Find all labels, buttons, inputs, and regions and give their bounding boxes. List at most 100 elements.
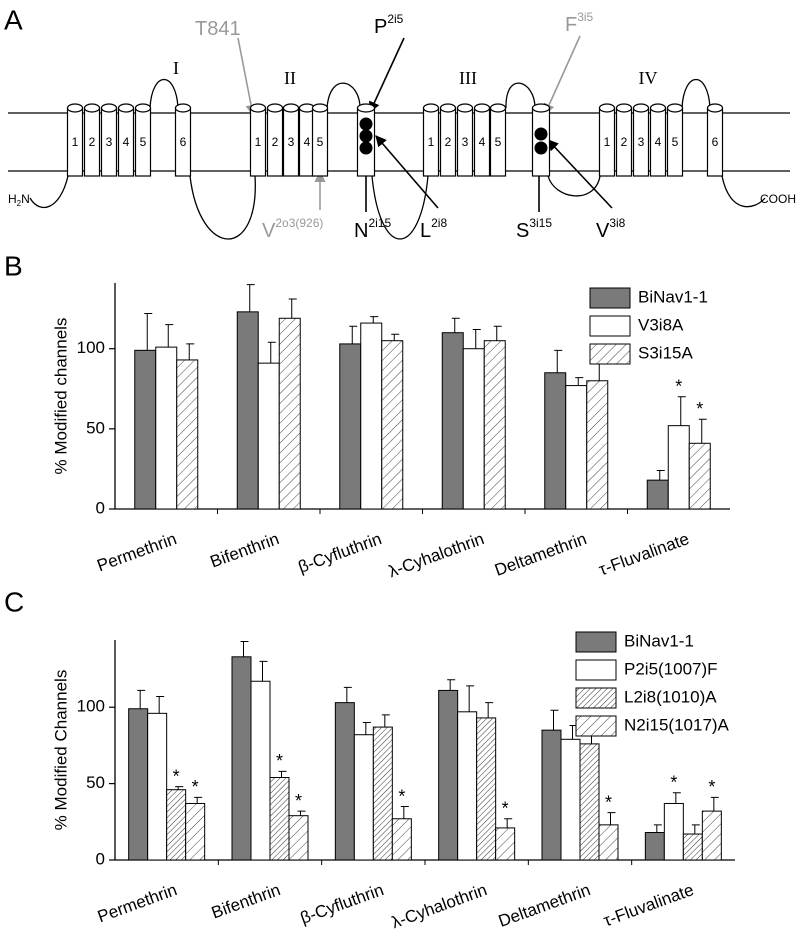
error-bar <box>381 714 390 728</box>
segment-top <box>282 103 300 113</box>
error-bar <box>691 824 700 835</box>
domain-label: I <box>173 58 179 78</box>
bar <box>353 734 374 861</box>
segment-top <box>249 103 267 113</box>
bar <box>269 777 290 861</box>
bar <box>231 656 252 861</box>
error-bar <box>466 685 475 712</box>
significance: * <box>670 773 677 793</box>
segment-top <box>134 103 152 113</box>
segment <box>649 103 667 177</box>
panel-label: A <box>4 4 23 35</box>
legend-label: BiNav1-1 <box>638 287 708 306</box>
residue-sup: 3i8 <box>609 216 625 230</box>
segment <box>666 103 684 177</box>
segment <box>615 103 633 177</box>
bar <box>250 680 271 861</box>
bar <box>495 827 516 861</box>
segment-top <box>666 103 684 113</box>
segment-label: 1 <box>604 135 611 149</box>
error-bar <box>186 343 195 360</box>
legend-label: BiNav1-1 <box>624 631 694 650</box>
x-tick-label: Permethrin <box>95 529 180 575</box>
segment-label: 3 <box>288 135 295 149</box>
residue-sup: 2i8 <box>431 216 447 230</box>
error-bar <box>607 812 616 825</box>
chart: 0 50 100 % Modified channels Permethrin Bifen… <box>51 283 730 581</box>
x-tick-label: τ-Fluvalinate <box>596 529 691 579</box>
residue-base: V <box>262 220 276 242</box>
significance: * <box>708 777 715 797</box>
residue-sup: 2i15 <box>368 216 391 230</box>
error-bar <box>144 312 153 351</box>
panel-label: C <box>4 586 24 617</box>
residue-sup: 2o3(926) <box>275 216 323 230</box>
segment-top <box>117 103 135 113</box>
residue-base: F <box>565 14 577 36</box>
bar <box>646 479 669 510</box>
significance: * <box>605 792 612 812</box>
segment <box>632 103 650 177</box>
residue-label: F3i5 <box>565 10 594 36</box>
error-bar <box>656 470 665 481</box>
bar <box>579 743 600 861</box>
segment-label: 4 <box>479 135 486 149</box>
error-bar <box>194 796 203 804</box>
bar <box>147 712 168 861</box>
segment <box>473 103 491 177</box>
y-tick-label: 100 <box>77 697 105 716</box>
segment-label: 3 <box>638 135 645 149</box>
legend-label: N2i15(1017)A <box>624 715 730 734</box>
bar <box>586 380 609 510</box>
bar <box>544 372 567 510</box>
segment <box>83 103 101 177</box>
segment-top <box>66 103 84 113</box>
error-bar <box>137 689 146 709</box>
significance: * <box>398 786 405 806</box>
residue-sup: 3i5 <box>577 10 593 24</box>
residue-dot <box>359 129 373 143</box>
error-bar <box>259 660 268 682</box>
legend-swatch <box>589 287 631 309</box>
segment-label: 4 <box>655 135 662 149</box>
residue-dot <box>534 127 548 141</box>
error-bar <box>698 418 707 444</box>
segment-top <box>439 103 457 113</box>
error-bar <box>362 722 371 735</box>
segment-top <box>266 103 284 113</box>
segment-label: 3 <box>462 135 469 149</box>
significance: * <box>696 399 703 419</box>
segment-label: 4 <box>304 135 311 149</box>
x-tick-label: Bifenthrin <box>209 880 283 922</box>
bar <box>278 317 301 510</box>
segment <box>266 103 284 177</box>
y-tick-label: 0 <box>96 849 105 868</box>
segment <box>249 103 267 177</box>
bar <box>457 711 478 861</box>
error-bar <box>493 325 502 341</box>
segment-label: 2 <box>272 135 279 149</box>
residue-label: T841 <box>195 18 241 40</box>
legend-swatch <box>589 343 631 365</box>
significance: * <box>173 766 180 786</box>
error-bar <box>710 796 719 812</box>
legend-swatch <box>575 687 617 709</box>
bar <box>438 689 459 861</box>
bar <box>176 359 199 510</box>
bar <box>483 340 506 510</box>
domain-label: III <box>459 68 477 88</box>
c-terminus: COOH <box>760 192 796 206</box>
residue-base: T841 <box>195 18 241 40</box>
y-tick-label: 50 <box>86 773 105 792</box>
legend-label: L2i8(1010)A <box>624 687 717 706</box>
bar <box>155 346 178 510</box>
bar <box>441 332 464 510</box>
residue-label: S3i15 <box>516 216 552 242</box>
bar <box>644 832 665 861</box>
bar <box>598 824 619 861</box>
error-bar <box>653 824 662 833</box>
segment <box>706 103 724 177</box>
legend-label: S3i15A <box>638 343 693 362</box>
segment-top <box>706 103 724 113</box>
domain-label: IV <box>639 68 658 88</box>
